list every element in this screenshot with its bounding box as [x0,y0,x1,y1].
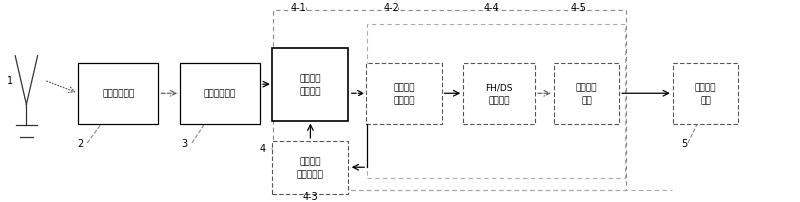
Text: 4-2: 4-2 [384,3,400,13]
Bar [272,48,349,121]
Text: 4-5: 4-5 [570,3,586,13]
Text: 跳频序列
精对准装置: 跳频序列 精对准装置 [297,157,324,178]
Text: FH/DS
跟踪装置: FH/DS 跟踪装置 [486,83,513,104]
Bar [273,11,626,190]
Text: 后续处理
模块: 后续处理 模块 [695,83,716,104]
Bar [463,64,535,124]
Text: 载波跟踪
装置: 载波跟踪 装置 [576,83,597,104]
Bar [366,64,442,124]
Bar [180,64,260,124]
Bar [673,64,738,124]
Bar [272,141,349,194]
Text: 射频处理模块: 射频处理模块 [204,89,236,98]
Text: 直扩序列
捕获装置: 直扩序列 捕获装置 [394,83,414,104]
Bar [367,25,625,178]
Bar [554,64,619,124]
Text: 4: 4 [259,143,266,153]
Text: 跳频序列
捕获装置: 跳频序列 捕获装置 [300,74,321,95]
Text: 低噪声放大器: 低噪声放大器 [102,89,134,98]
Text: 4-4: 4-4 [483,3,499,13]
Bar [78,64,158,124]
Text: 1: 1 [6,76,13,86]
Text: 4-1: 4-1 [290,3,306,13]
Text: 2: 2 [77,138,83,148]
Text: 5: 5 [681,138,687,148]
Text: 4-3: 4-3 [302,191,318,201]
Text: 3: 3 [181,138,187,148]
